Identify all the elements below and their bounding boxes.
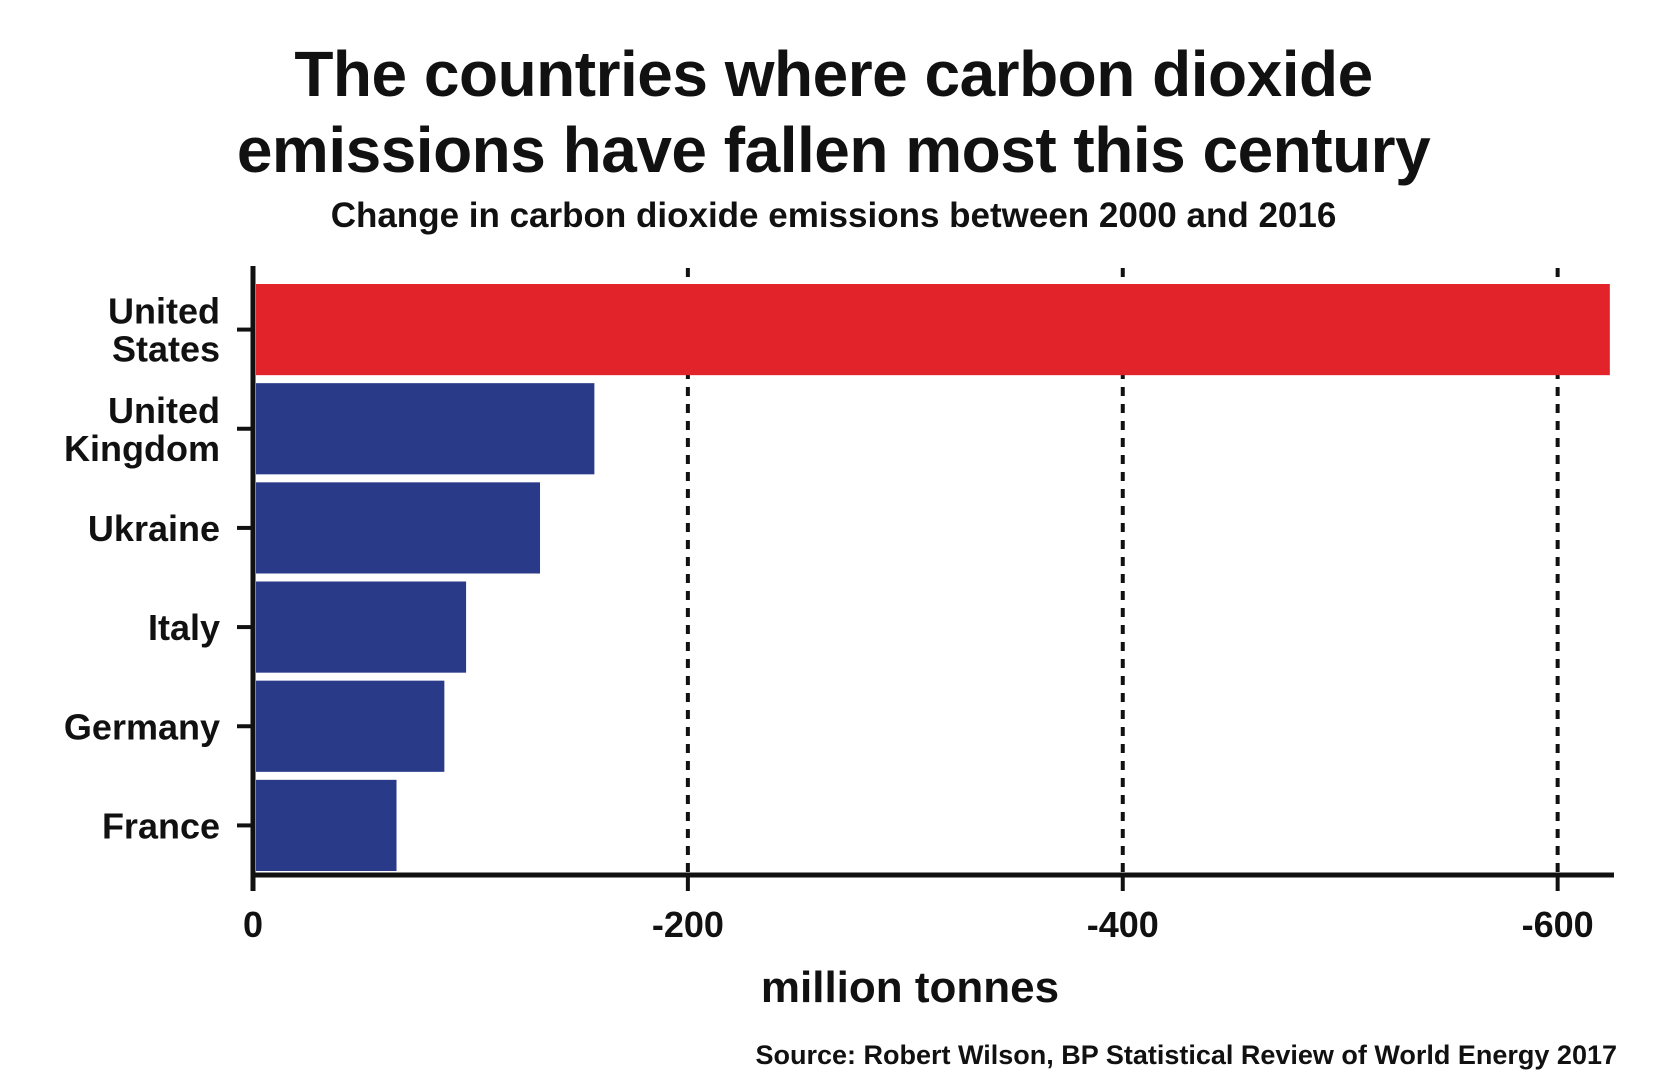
bar-germany <box>256 680 445 772</box>
bar-france <box>256 779 397 871</box>
axes <box>237 266 1614 891</box>
y-tick-label-2-0: Ukraine <box>88 508 220 549</box>
y-tick-label-0-1: States <box>112 329 220 370</box>
y-tick-label-5-0: France <box>102 805 220 846</box>
x-axis-title: million tonnes <box>761 963 1059 1012</box>
x-tick-label-0: 0 <box>243 904 263 945</box>
labels: UnitedStatesUnitedKingdomUkraineItalyGer… <box>64 291 1594 945</box>
bar-united-states <box>256 284 1610 376</box>
bar-united-kingdom <box>256 383 595 475</box>
bar-ukraine <box>256 482 541 574</box>
chart-title-line-2: emissions have fallen most this century <box>236 114 1431 186</box>
chart-title: The countries where carbon dioxide emiss… <box>0 36 1667 188</box>
bar-italy <box>256 581 467 673</box>
x-tick-label-2: -400 <box>1087 904 1159 945</box>
x-tick-label-3: -600 <box>1522 904 1594 945</box>
y-tick-label-0-0: United <box>108 291 220 332</box>
y-tick-label-3-0: Italy <box>148 607 220 648</box>
y-tick-label-4-0: Germany <box>64 706 220 747</box>
y-tick-label-1-0: United <box>108 390 220 431</box>
chart-subtitle: Change in carbon dioxide emissions betwe… <box>330 196 1337 235</box>
y-tick-label-1-1: Kingdom <box>64 428 220 469</box>
bars <box>256 284 1610 871</box>
source-note: Source: Robert Wilson, BP Statistical Re… <box>755 1040 1617 1070</box>
chart-title-line-1: The countries where carbon dioxide <box>294 38 1373 110</box>
x-tick-label-1: -200 <box>652 904 724 945</box>
